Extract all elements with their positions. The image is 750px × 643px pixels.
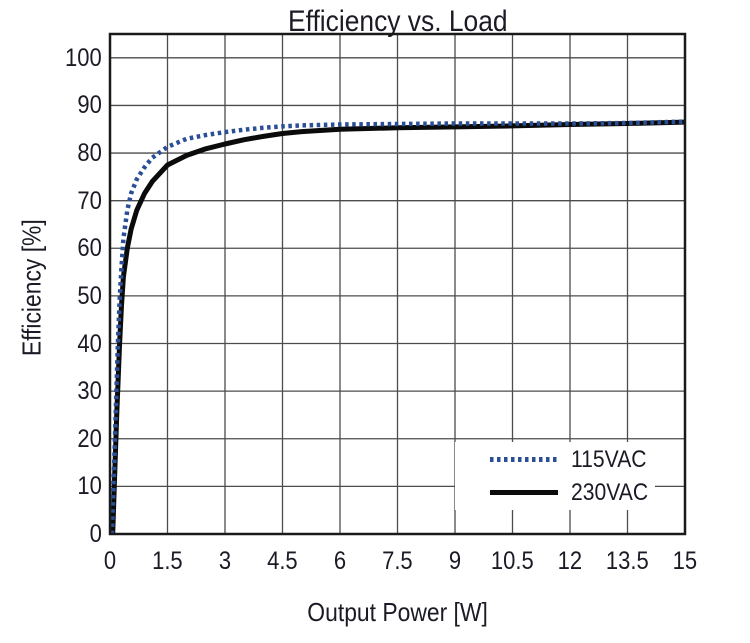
x-tick-label: 4.5 bbox=[267, 547, 298, 575]
solid-line-sample bbox=[490, 490, 558, 495]
y-tick-label: 90 bbox=[77, 91, 102, 120]
legend-item-230vac: 230VAC bbox=[455, 479, 655, 506]
y-tick-label: 100 bbox=[65, 43, 102, 72]
x-tick-label: 7.5 bbox=[382, 547, 413, 575]
y-tick-label: 80 bbox=[77, 139, 102, 168]
legend: 115VAC 230VAC bbox=[455, 442, 655, 510]
x-tick-label: 3 bbox=[218, 547, 232, 575]
y-tick-label: 50 bbox=[77, 281, 102, 310]
y-tick-label: 20 bbox=[77, 424, 102, 453]
legend-item-115vac: 115VAC bbox=[455, 445, 655, 473]
legend-label: 115VAC bbox=[571, 445, 647, 473]
y-tick-label: 30 bbox=[77, 377, 102, 406]
x-tick-label: 0 bbox=[103, 547, 117, 575]
chart-title-text: Efficiency vs. Load bbox=[287, 5, 508, 38]
x-tick-label: 1.5 bbox=[152, 547, 183, 575]
series-line-230vac bbox=[110, 119, 686, 535]
x-tick-label: 10.5 bbox=[491, 547, 534, 575]
plot-border bbox=[108, 32, 687, 536]
y-axis-title: Efficiency [%] bbox=[16, 219, 47, 356]
y-tick-label: 70 bbox=[77, 186, 102, 215]
chart-title: Efficiency vs. Load bbox=[110, 5, 685, 39]
dotted-line-sample bbox=[490, 457, 558, 462]
x-axis-title: Output Power [W] bbox=[307, 597, 488, 627]
y-tick-label: 0 bbox=[89, 520, 102, 548]
x-tick-label: 12 bbox=[557, 547, 583, 575]
series-line-115vac bbox=[109, 119, 686, 535]
y-tick-label: 60 bbox=[77, 234, 102, 263]
y-tick-label: 40 bbox=[77, 329, 102, 358]
y-tick-label: 10 bbox=[77, 472, 102, 501]
x-tick-label: 13.5 bbox=[606, 547, 649, 575]
x-tick-label: 9 bbox=[448, 547, 462, 575]
x-tick-label: 6 bbox=[333, 547, 347, 575]
x-tick-label: 15 bbox=[672, 547, 698, 575]
legend-label: 230VAC bbox=[571, 478, 649, 506]
